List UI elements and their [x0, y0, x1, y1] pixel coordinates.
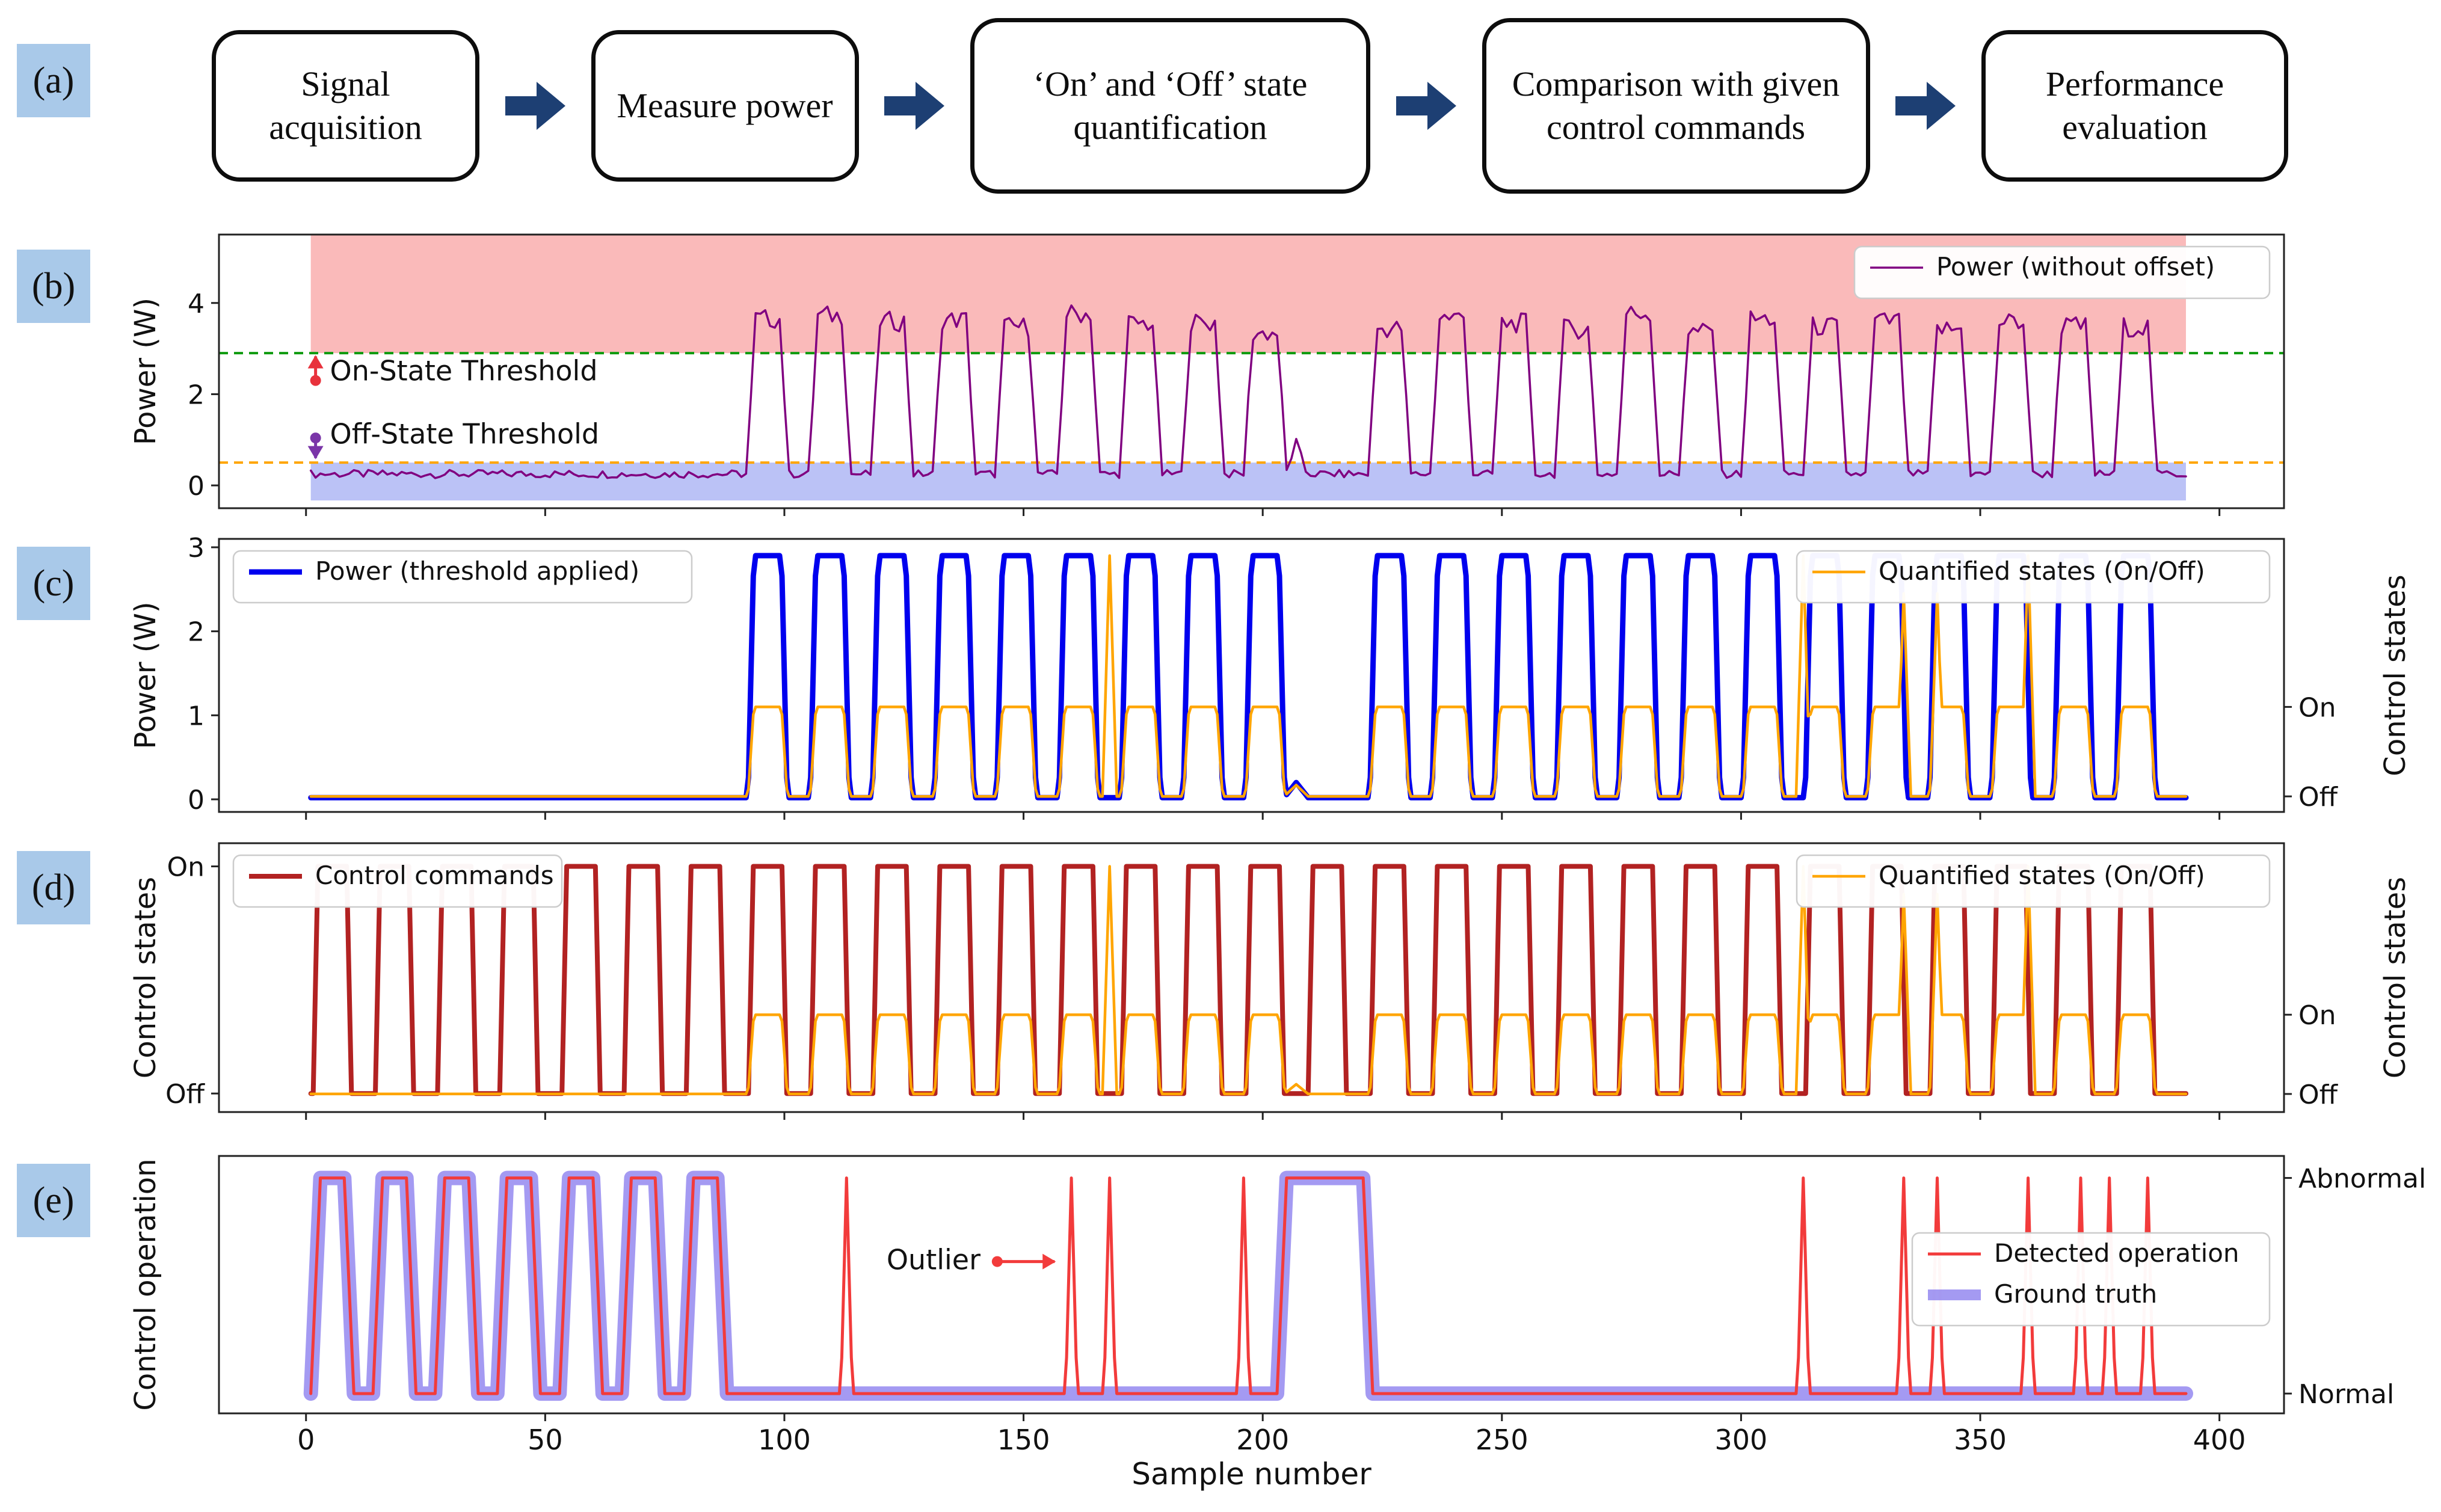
y-axis-title: Power (W) [129, 298, 162, 445]
flow-arrow-icon [1895, 82, 1956, 130]
y-tick-label: 4 [188, 289, 205, 319]
panel-label-d: (d) [17, 851, 90, 924]
y-tick-label: Off [165, 1079, 206, 1110]
series-power-raw [309, 304, 2187, 479]
off-state-region [310, 463, 2186, 501]
legend-label: Quantified states (On/Off) [1879, 556, 2205, 586]
y-tick-label: 2 [188, 380, 205, 410]
axes-frame [218, 842, 2285, 1113]
legend-label: Quantified states (On/Off) [1879, 861, 2205, 890]
annotation-text: On-State Threshold [330, 355, 597, 387]
series-quantified-states [309, 554, 2188, 798]
legend-box [1853, 245, 2271, 300]
panel-label-b: (b) [17, 250, 90, 323]
right-tick-label: On [2298, 1000, 2336, 1031]
y-tick-label: 3 [188, 533, 205, 564]
arrowhead-icon [307, 355, 324, 369]
y-tick-label: On [167, 852, 205, 883]
y-tick-label: 0 [188, 785, 205, 816]
legend-box [1796, 854, 2271, 908]
x-tick-label: 200 [1236, 1424, 1289, 1456]
x-tick-label: 100 [758, 1424, 811, 1456]
y-tick-label: 1 [188, 701, 205, 731]
right-tick-label: Normal [2298, 1379, 2394, 1410]
right-axis-title: Control states [2378, 574, 2412, 776]
panel-e: 0 50 100 150 200 250 300 350 400 Abnormal Normal Co… [129, 1155, 2426, 1492]
flow-arrow-icon [884, 82, 945, 130]
x-tick-label: 350 [1954, 1424, 2007, 1456]
legend-label: Control commands [315, 861, 554, 890]
y-axis-title: Control operation [129, 1158, 162, 1410]
legend-label: Power (threshold applied) [315, 556, 639, 586]
legend-label: Detected operation [1994, 1238, 2239, 1268]
flow-arrow-icon [505, 82, 565, 130]
flow-arrow-icon [1396, 82, 1456, 130]
flow-step-performance-evaluation: Performance evaluation [1981, 30, 2288, 182]
right-tick-label: On [2298, 692, 2336, 723]
panel-label-e: (e) [17, 1164, 90, 1237]
legend-box [232, 854, 563, 908]
y-tick-label: 0 [188, 471, 205, 502]
right-tick-label: Off [2298, 782, 2339, 813]
axes-frame [218, 538, 2285, 813]
right-axis-title: Control states [2378, 877, 2412, 1078]
panel-label-c: (c) [17, 547, 90, 620]
series-detected-operation [309, 1176, 2188, 1395]
series-quantified-states [309, 865, 2188, 1096]
x-tick-label: 150 [997, 1424, 1050, 1456]
flow-step-label: Measure power [617, 85, 833, 125]
panel-b: 0 2 4 Power (W) Power (without offset) On-Sta… [129, 233, 2285, 516]
x-tick-label: 0 [297, 1424, 315, 1456]
axes-frame [218, 1155, 2285, 1415]
legend-box [232, 550, 693, 604]
annotation-text: Outlier [887, 1243, 980, 1276]
panel-label-a: (a) [17, 44, 90, 117]
flow-step-measure-power: Measure power [591, 30, 859, 182]
flow-step-label: ‘On’ and ‘Off’ state quantification [1033, 64, 1308, 147]
axes-frame [218, 233, 2285, 509]
flow-step-label: Signal acquisition [269, 64, 422, 147]
y-axis-title: Power (W) [129, 601, 162, 749]
legend-box [1911, 1232, 2271, 1327]
flow-step-label: Comparison with given control commands [1512, 64, 1840, 147]
legend-box [1796, 550, 2271, 604]
x-axis-title: Sample number [1131, 1457, 1371, 1492]
x-tick-label: 250 [1476, 1424, 1528, 1456]
y-axis-title: Control states [129, 877, 162, 1078]
legend-label: Power (without offset) [1936, 252, 2215, 281]
annotation-text: Off-State Threshold [330, 417, 599, 450]
panel-c: 0 1 2 3 On Off Power (W) Control states Power (t… [129, 533, 2412, 820]
right-tick-label: Abnormal [2298, 1164, 2426, 1194]
flow-step-signal-acquisition: Signal acquisition [212, 30, 479, 182]
legend-label: Ground truth [1994, 1279, 2157, 1309]
arrowhead-icon [1042, 1253, 1056, 1270]
flow-step-comparison: Comparison with given control commands [1482, 18, 1870, 194]
flow-step-state-quantification: ‘On’ and ‘Off’ state quantification [970, 18, 1370, 194]
arrowhead-icon [307, 446, 324, 459]
y-tick-label: 2 [188, 617, 205, 648]
right-tick-label: Off [2298, 1080, 2339, 1110]
flow-step-label: Performance evaluation [2045, 64, 2224, 147]
x-tick-label: 50 [528, 1424, 563, 1456]
x-tick-label: 400 [2193, 1424, 2246, 1456]
flowchart: Signal acquisition Measure power ‘On’ an… [212, 18, 2288, 194]
x-tick-label: 300 [1715, 1424, 1768, 1456]
